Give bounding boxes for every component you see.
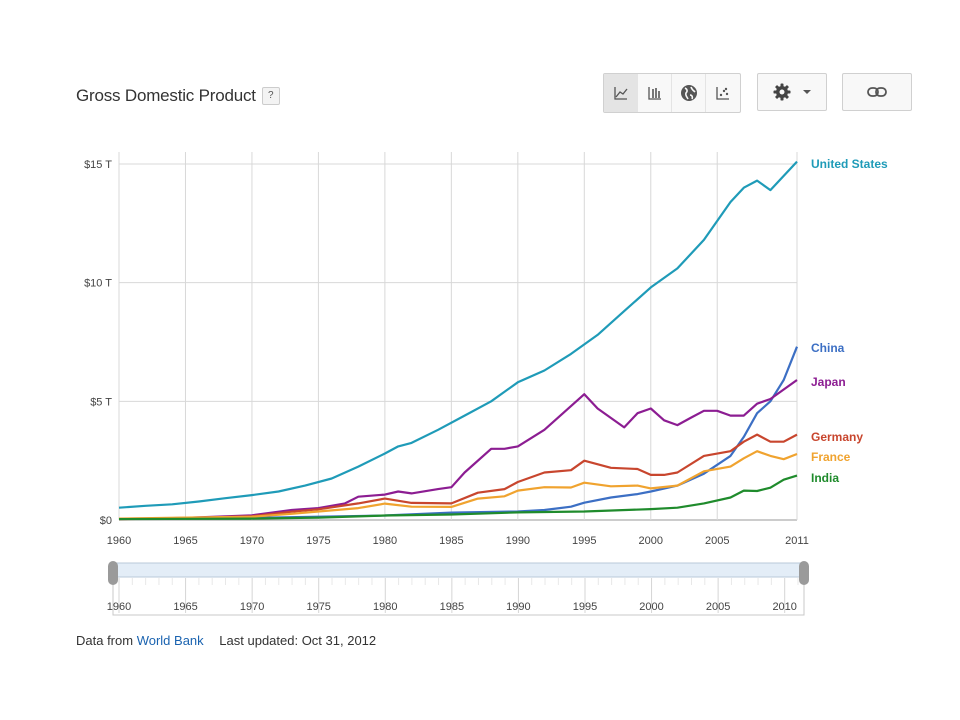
slider-tick-label: 1980 xyxy=(373,601,397,613)
series-line-india xyxy=(118,474,798,521)
source-footer: Data from World Bank Last updated: Oct 3… xyxy=(76,633,376,648)
page-title: Gross Domestic Product xyxy=(76,86,256,105)
map-button[interactable] xyxy=(672,74,706,112)
series-label: Japan xyxy=(811,375,846,389)
series-label: China xyxy=(811,341,845,355)
slider-tick-label: 1990 xyxy=(506,601,530,613)
scatter-chart-icon xyxy=(716,87,729,100)
slider-tick-label: 2005 xyxy=(706,601,730,613)
x-tick-label: 2011 xyxy=(785,535,809,547)
link-icon xyxy=(867,87,887,97)
y-tick-label: $10 T xyxy=(84,278,112,290)
slider-tick-label: 1985 xyxy=(440,601,464,613)
link-button[interactable] xyxy=(842,73,912,111)
y-tick-label: $15 T xyxy=(84,159,112,171)
y-tick-label: $0 xyxy=(100,515,112,527)
slider-tick-label: 1995 xyxy=(573,601,597,613)
slider-tick-label: 1970 xyxy=(240,601,264,613)
x-tick-label: 1975 xyxy=(306,535,330,547)
source-prefix: Data from xyxy=(76,633,134,648)
range-slider-track xyxy=(112,562,805,578)
series-label: France xyxy=(811,450,851,464)
series-label: United States xyxy=(811,157,888,171)
gdp-line-chart: $0 $5 T $10 T $15 T 1960 1965 1970 1975 1980 1985… xyxy=(84,152,888,616)
x-tick-label: 1960 xyxy=(107,535,131,547)
slider-tick-label: 1975 xyxy=(306,601,330,613)
map-globe-icon xyxy=(680,85,697,101)
x-tick-label: 1970 xyxy=(240,535,264,547)
x-tick-label: 1965 xyxy=(173,535,197,547)
y-tick-label: $5 T xyxy=(90,396,112,408)
series-line-germany xyxy=(118,433,798,521)
slider-tick-label: 1960 xyxy=(107,601,131,613)
series-label: Germany xyxy=(811,430,863,444)
gear-icon xyxy=(773,83,791,101)
settings-button[interactable] xyxy=(757,73,827,111)
slider-tick-label: 1965 xyxy=(173,601,197,613)
last-updated: Last updated: Oct 31, 2012 xyxy=(219,633,377,648)
help-button[interactable]: ? xyxy=(261,87,280,105)
x-tick-label: 1990 xyxy=(506,535,530,547)
chart-header: Gross Domestic Product ? xyxy=(76,86,280,106)
series-line-japan xyxy=(118,379,798,521)
bar-chart-button[interactable] xyxy=(638,74,672,112)
line-chart-icon xyxy=(613,87,628,100)
scatter-chart-button[interactable] xyxy=(706,74,740,112)
x-tick-label: 1985 xyxy=(439,535,463,547)
x-tick-label: 1995 xyxy=(572,535,596,547)
slider-tick-label: 2000 xyxy=(639,601,663,613)
slider-tick-label: 2010 xyxy=(772,601,796,613)
chart-type-selector xyxy=(603,73,741,113)
line-chart-button[interactable] xyxy=(604,74,638,112)
x-tick-label: 2000 xyxy=(639,535,663,547)
series-line-china xyxy=(118,346,799,520)
series-line-united-states xyxy=(118,160,798,509)
x-tick-label: 2005 xyxy=(705,535,729,547)
bar-chart-icon xyxy=(647,87,661,100)
chevron-down-icon xyxy=(803,90,811,94)
source-link[interactable]: World Bank xyxy=(136,633,204,648)
series-label: India xyxy=(811,471,839,485)
slider-handle-right[interactable] xyxy=(799,561,809,585)
slider-handle-left[interactable] xyxy=(108,561,118,585)
series-line-france xyxy=(118,450,798,520)
x-tick-label: 1980 xyxy=(373,535,397,547)
